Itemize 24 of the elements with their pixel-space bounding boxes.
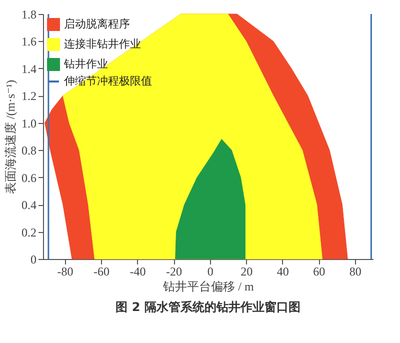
x-tick-label: 20 xyxy=(240,264,253,278)
legend-label: 启动脱离程序 xyxy=(64,18,130,30)
y-tick-label: 1.4 xyxy=(22,62,36,76)
x-tick-label: -60 xyxy=(94,264,110,278)
y-tick-label: 1.0 xyxy=(22,116,36,130)
y-tick-label: 1.8 xyxy=(22,8,36,22)
y-tick-label: 1.2 xyxy=(22,89,36,104)
y-tick-label: 0 xyxy=(30,252,36,266)
legend-label: 钻井作业 xyxy=(63,58,108,70)
x-tick-label: 40 xyxy=(276,264,289,278)
y-tick-label: 0.6 xyxy=(22,170,36,185)
y-tick-label: 1.6 xyxy=(22,34,36,49)
y-tick-label: 0.2 xyxy=(22,225,36,240)
x-tick-label: -20 xyxy=(166,264,182,278)
y-axis-title: 表面海流速度 /(m·s⁻¹) xyxy=(4,80,18,194)
y-tick-label: 0.8 xyxy=(22,144,36,158)
x-tick-label: 80 xyxy=(349,264,362,278)
x-axis-title: 钻井平台偏移 / m xyxy=(162,280,254,294)
y-tick-label: 0.4 xyxy=(22,198,36,212)
x-tick-label: -80 xyxy=(57,264,74,278)
text: 图 2 隔水管系统的钻井作业窗口图 xyxy=(116,300,300,314)
x-tick-label: 0 xyxy=(207,264,214,278)
x-tick-label: 60 xyxy=(313,264,326,278)
x-tick-label: -40 xyxy=(130,264,146,278)
